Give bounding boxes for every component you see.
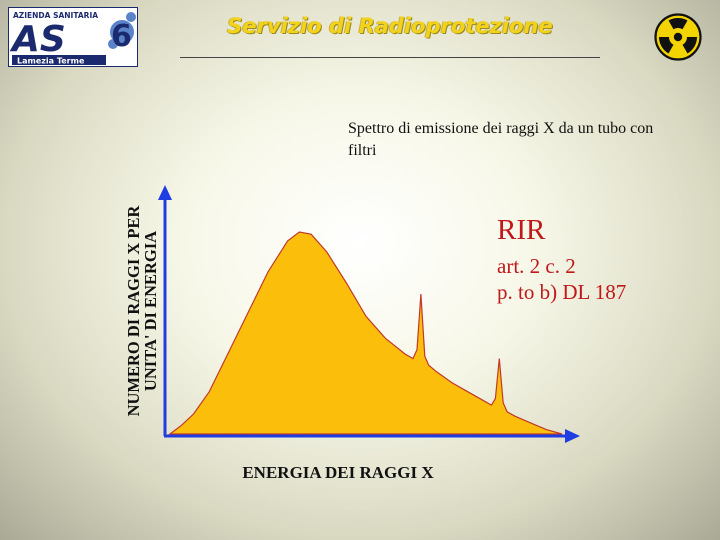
header-divider bbox=[180, 57, 600, 58]
legal-reference-text: art. 2 c. 2 p. to b) DL 187 bbox=[497, 253, 707, 305]
x-axis-arrow-icon bbox=[565, 429, 580, 443]
spectrum-area bbox=[168, 231, 563, 435]
emission-spectrum-chart: ENERGIA DEI RAGGI X NUMERO DI RAGGI X PE… bbox=[124, 185, 580, 482]
radiation-trefoil-icon bbox=[654, 13, 702, 61]
logo-bottom-text: Lamezia Terme bbox=[17, 57, 85, 66]
azienda-sanitaria-logo: AZIENDA SANITARIA AS 6 Lamezia Terme bbox=[8, 7, 138, 67]
y-axis-label-line1: NUMERO DI RAGGI X PER bbox=[124, 205, 143, 417]
page-title: Servizio di Radioprotezione bbox=[227, 14, 553, 38]
x-axis-label: ENERGIA DEI RAGGI X bbox=[242, 463, 434, 482]
y-axis-label-line2: UNITA' DI ENERGIA bbox=[141, 231, 160, 391]
logo-top-text: AZIENDA SANITARIA bbox=[13, 11, 98, 20]
chart-caption: Spettro di emissione dei raggi X da un t… bbox=[348, 120, 654, 159]
logo-puzzle-icon bbox=[108, 12, 136, 49]
logo-letters: AS bbox=[9, 19, 66, 60]
legal-reference-line1: art. 2 c. 2 bbox=[497, 254, 576, 278]
legal-reference-title: RIR bbox=[497, 214, 546, 246]
y-axis-arrow-icon bbox=[158, 185, 172, 200]
legal-reference-line2: p. to b) DL 187 bbox=[497, 280, 627, 304]
logo-number: 6 bbox=[111, 19, 132, 54]
